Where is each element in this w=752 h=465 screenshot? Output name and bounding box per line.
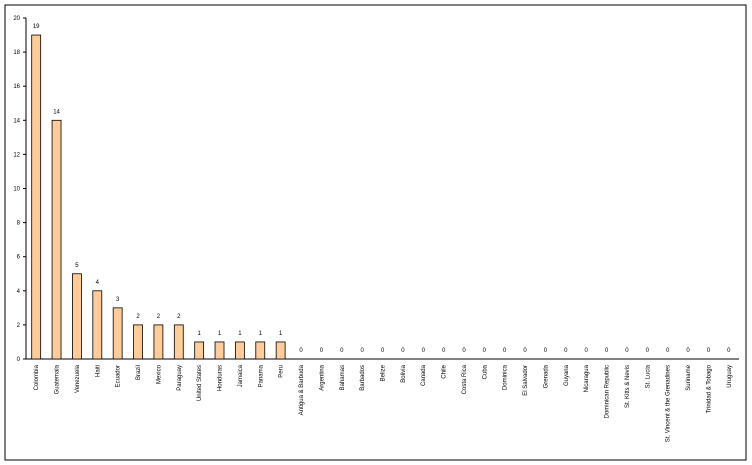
bar [153, 324, 164, 360]
x-tick-label: Brazil [136, 365, 142, 380]
y-tick-label: 4 [17, 289, 21, 295]
value-label: 0 [340, 348, 344, 354]
value-label: 0 [299, 348, 303, 354]
x-tick-label: Uruguay [727, 365, 733, 388]
value-label: 0 [442, 348, 446, 354]
x-tick-label: Mexico [156, 364, 162, 384]
bar [235, 341, 245, 360]
bar [92, 290, 103, 360]
x-tick-label: St. Vincent & the Grenadines [666, 365, 672, 442]
value-label: 1 [218, 331, 222, 337]
value-label: 0 [422, 348, 426, 354]
x-tick-label: Costa Rica [462, 364, 468, 394]
y-tick-label: 0 [17, 357, 21, 363]
x-tick-label: Jamaica [238, 364, 244, 387]
value-label: 1 [279, 331, 283, 337]
y-tick-label: 16 [13, 84, 20, 90]
x-tick-label: Guatemala [55, 364, 61, 394]
value-label: 1 [259, 331, 263, 337]
value-label: 0 [360, 348, 364, 354]
x-tick-label: Argentina [319, 364, 325, 390]
value-label: 19 [33, 24, 40, 30]
x-tick-label: Canada [421, 364, 427, 386]
bar [275, 341, 286, 360]
x-tick-label: Ecuador [116, 365, 122, 387]
x-tick-label: Belize [381, 364, 387, 381]
bar [173, 324, 184, 360]
y-tick-label: 8 [17, 221, 21, 227]
x-tick-label: El Salvador [523, 365, 529, 396]
x-tick-label: Cuba [482, 364, 488, 379]
bar [255, 341, 266, 360]
x-tick-label: St. Kitts & Nevis [625, 365, 631, 408]
value-label: 1 [238, 331, 242, 337]
value-label: 0 [523, 348, 527, 354]
x-tick-label: Grenada [543, 364, 549, 388]
x-tick-label: Guyana [564, 364, 570, 386]
value-label: 0 [503, 348, 507, 354]
x-tick-label: Dominica [503, 364, 509, 390]
value-label: 0 [605, 348, 609, 354]
value-label: 0 [462, 348, 466, 354]
x-tick-label: Chile [442, 364, 448, 378]
bar [194, 341, 205, 360]
value-label: 0 [646, 348, 650, 354]
x-tick-label: United States [197, 365, 203, 401]
value-label: 0 [666, 348, 670, 354]
bar [112, 307, 123, 360]
value-label: 0 [483, 348, 487, 354]
x-tick-label: Dominican Republic [605, 365, 611, 418]
value-label: 1 [197, 331, 201, 337]
x-tick-label: Bolivia [401, 364, 407, 382]
bar [31, 34, 42, 360]
value-label: 0 [727, 348, 731, 354]
x-tick-label: Trinidad & Tobago [706, 364, 712, 413]
value-label: 5 [75, 263, 79, 269]
x-tick-label: Bahamas [340, 365, 346, 390]
bar [72, 273, 82, 360]
x-tick-label: Nicaragua [584, 364, 590, 392]
x-tick-label: Suriname [686, 364, 692, 390]
value-label: 0 [585, 348, 589, 354]
value-label: 3 [116, 297, 120, 303]
value-label: 0 [625, 348, 629, 354]
value-label: 0 [564, 348, 568, 354]
value-label: 0 [707, 348, 711, 354]
value-label: 0 [320, 348, 324, 354]
x-tick-label: St. Lucia [645, 364, 651, 388]
x-tick-label: Antigua & Barbuda [299, 364, 305, 415]
bar [51, 119, 62, 360]
value-label: 0 [686, 348, 690, 354]
value-label: 4 [96, 280, 100, 286]
value-label: 0 [381, 348, 385, 354]
x-tick-label: Haiti [95, 365, 101, 377]
y-tick-label: 14 [13, 118, 20, 124]
x-tick-label: Peru [279, 365, 285, 378]
value-label: 2 [157, 314, 161, 320]
y-tick-label: 2 [17, 323, 21, 329]
value-label: 14 [53, 109, 60, 115]
x-tick-label: Venezuela [75, 364, 81, 393]
value-label: 2 [136, 314, 140, 320]
x-tick-label: Barbados [360, 365, 366, 391]
y-tick-label: 10 [13, 187, 20, 193]
value-label: 2 [177, 314, 181, 320]
x-tick-label: Colombia [34, 364, 40, 390]
bar [133, 324, 143, 360]
y-tick-label: 20 [13, 16, 20, 22]
y-tick-label: 6 [17, 255, 21, 261]
x-tick-label: Honduras [218, 365, 224, 391]
bar [214, 341, 225, 360]
x-tick-label: Paraguay [177, 365, 183, 391]
x-tick-label: Panama [258, 364, 264, 387]
value-label: 0 [544, 348, 548, 354]
y-tick-label: 18 [13, 50, 20, 56]
value-label: 0 [401, 348, 405, 354]
chart-border [4, 4, 747, 461]
y-tick-label: 12 [13, 152, 20, 158]
